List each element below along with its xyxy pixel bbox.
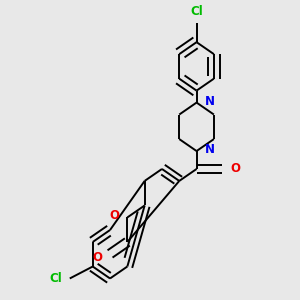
Text: Cl: Cl bbox=[190, 4, 203, 18]
Text: N: N bbox=[204, 143, 214, 156]
Text: N: N bbox=[204, 94, 214, 107]
Text: O: O bbox=[110, 209, 119, 222]
Text: O: O bbox=[92, 250, 102, 264]
Text: Cl: Cl bbox=[49, 272, 62, 285]
Text: O: O bbox=[230, 163, 240, 176]
